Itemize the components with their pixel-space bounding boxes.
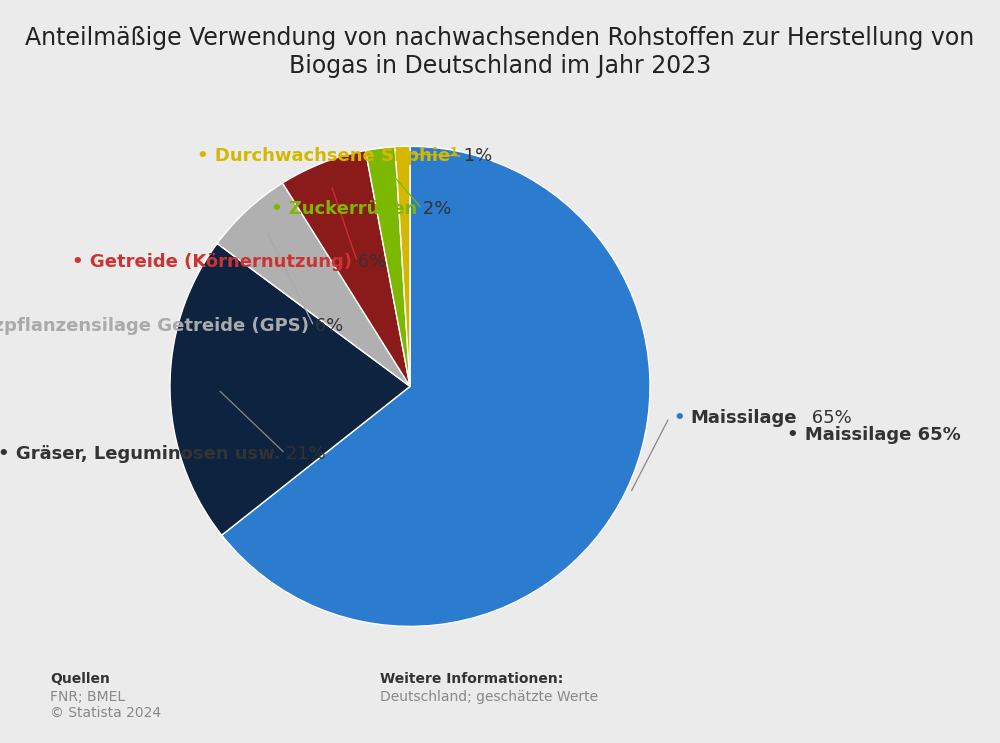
Text: 2%: 2%: [417, 200, 452, 218]
Text: • Ganzpflanzensilage Getreide (GPS): • Ganzpflanzensilage Getreide (GPS): [0, 317, 309, 335]
Wedge shape: [222, 146, 650, 626]
Text: Deutschland; geschätzte Werte: Deutschland; geschätzte Werte: [380, 690, 598, 704]
Text: FNR; BMEL: FNR; BMEL: [50, 690, 125, 704]
Text: 1%: 1%: [458, 147, 492, 165]
Text: 6%: 6%: [309, 317, 343, 335]
Text: • Getreide (Körnernutzung): • Getreide (Körnernutzung): [72, 253, 352, 270]
Text: • Durchwachsene Silphie¹: • Durchwachsene Silphie¹: [197, 147, 458, 165]
Text: 65%: 65%: [691, 409, 852, 426]
Wedge shape: [395, 146, 410, 386]
Wedge shape: [365, 147, 410, 386]
Text: © Statista 2024: © Statista 2024: [50, 706, 161, 720]
Text: • Gräser, Leguminosen usw.: • Gräser, Leguminosen usw.: [0, 444, 280, 463]
Text: • Zuckerrüben: • Zuckerrüben: [271, 200, 417, 218]
Text: Weitere Informationen:: Weitere Informationen:: [380, 672, 563, 687]
Text: 6%: 6%: [352, 253, 387, 270]
Wedge shape: [283, 151, 410, 386]
Text: •: •: [674, 409, 692, 426]
Wedge shape: [217, 183, 410, 386]
Wedge shape: [170, 244, 410, 535]
Text: • Maissilage 65%: • Maissilage 65%: [787, 426, 961, 444]
Text: 21%: 21%: [280, 444, 326, 463]
Text: Maissilage: Maissilage: [691, 409, 797, 426]
Text: Anteilmäßige Verwendung von nachwachsenden Rohstoffen zur Herstellung von
Biogas: Anteilmäßige Verwendung von nachwachsend…: [25, 26, 975, 78]
Text: Quellen: Quellen: [50, 672, 110, 687]
